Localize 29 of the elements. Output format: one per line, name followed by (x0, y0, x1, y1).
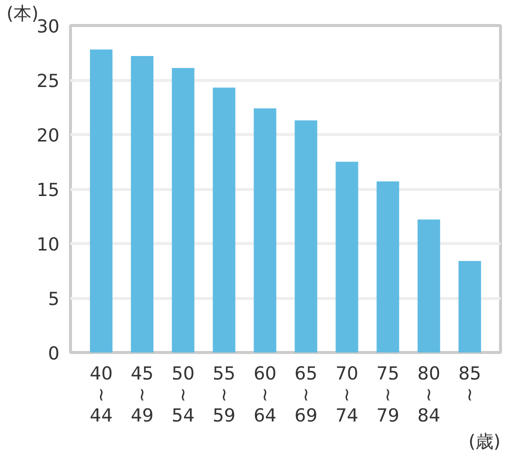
x-tick-label: 85 ≀ (458, 364, 482, 406)
y-tick-label: 15 (36, 180, 60, 201)
bar (212, 88, 236, 352)
x-tick-label: 65 ≀ 69 (294, 364, 318, 426)
y-tick-label: 30 (36, 16, 60, 38)
y-tick-label: 25 (36, 71, 60, 92)
x-tick-label: 50 ≀ 54 (172, 364, 195, 426)
bar (336, 162, 358, 352)
bar (90, 49, 112, 352)
x-tick-label: 55 ≀ 59 (212, 364, 236, 426)
x-axis-title: (歳) (468, 432, 500, 452)
x-tick-label: 70 ≀ 74 (335, 364, 358, 426)
x-tick-label: 40 ≀ 44 (90, 364, 113, 426)
y-tick-label: 0 (48, 344, 60, 364)
x-tick-label: 80 ≀ 84 (417, 364, 440, 426)
x-tick-label: 75 ≀ 79 (376, 364, 400, 426)
y-axis-title: (本) (6, 4, 39, 24)
bar (376, 181, 400, 352)
bar (172, 68, 194, 352)
y-tick-label: 5 (48, 289, 60, 310)
y-tick-label: 10 (36, 234, 60, 256)
bar (418, 220, 440, 352)
bar (294, 120, 318, 352)
x-tick-label: 60 ≀ 64 (254, 364, 276, 426)
x-tick-label: 45 ≀ 49 (130, 364, 154, 426)
y-tick-label: 20 (36, 126, 60, 146)
bar (130, 56, 154, 352)
bar (254, 108, 276, 352)
bar (458, 260, 482, 352)
